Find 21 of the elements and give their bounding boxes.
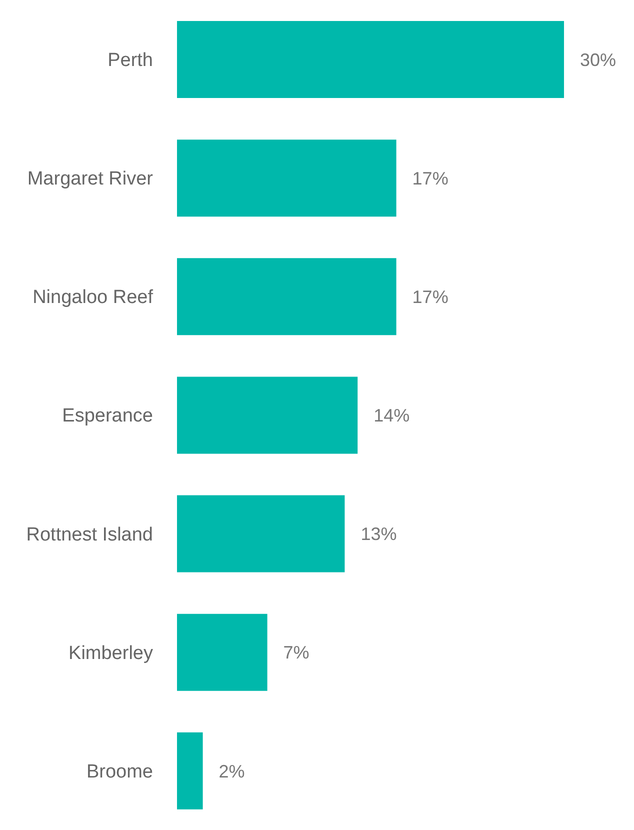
data-label: 14%: [374, 406, 410, 426]
y-tick-label: Esperance: [62, 406, 153, 427]
data-label: 2%: [218, 761, 245, 782]
data-label: 13%: [360, 524, 397, 544]
y-tick-label: Broome: [86, 761, 153, 782]
bar: [177, 732, 203, 810]
data-label: 17%: [412, 168, 448, 188]
data-label: 30%: [580, 50, 616, 70]
bar: [177, 140, 396, 217]
bar: [177, 376, 358, 454]
bar: [177, 495, 345, 572]
y-tick-label: Rottnest Island: [26, 524, 153, 546]
y-tick-label: Ningaloo Reef: [32, 287, 154, 308]
y-tick-label: Perth: [108, 50, 153, 72]
bar: [177, 258, 396, 336]
data-label: 17%: [412, 287, 448, 308]
bar: [177, 614, 268, 691]
bar: [177, 21, 564, 98]
y-tick-label: Margaret River: [27, 168, 154, 190]
data-label: 7%: [283, 642, 310, 663]
y-tick-label: Kimberley: [68, 642, 154, 664]
